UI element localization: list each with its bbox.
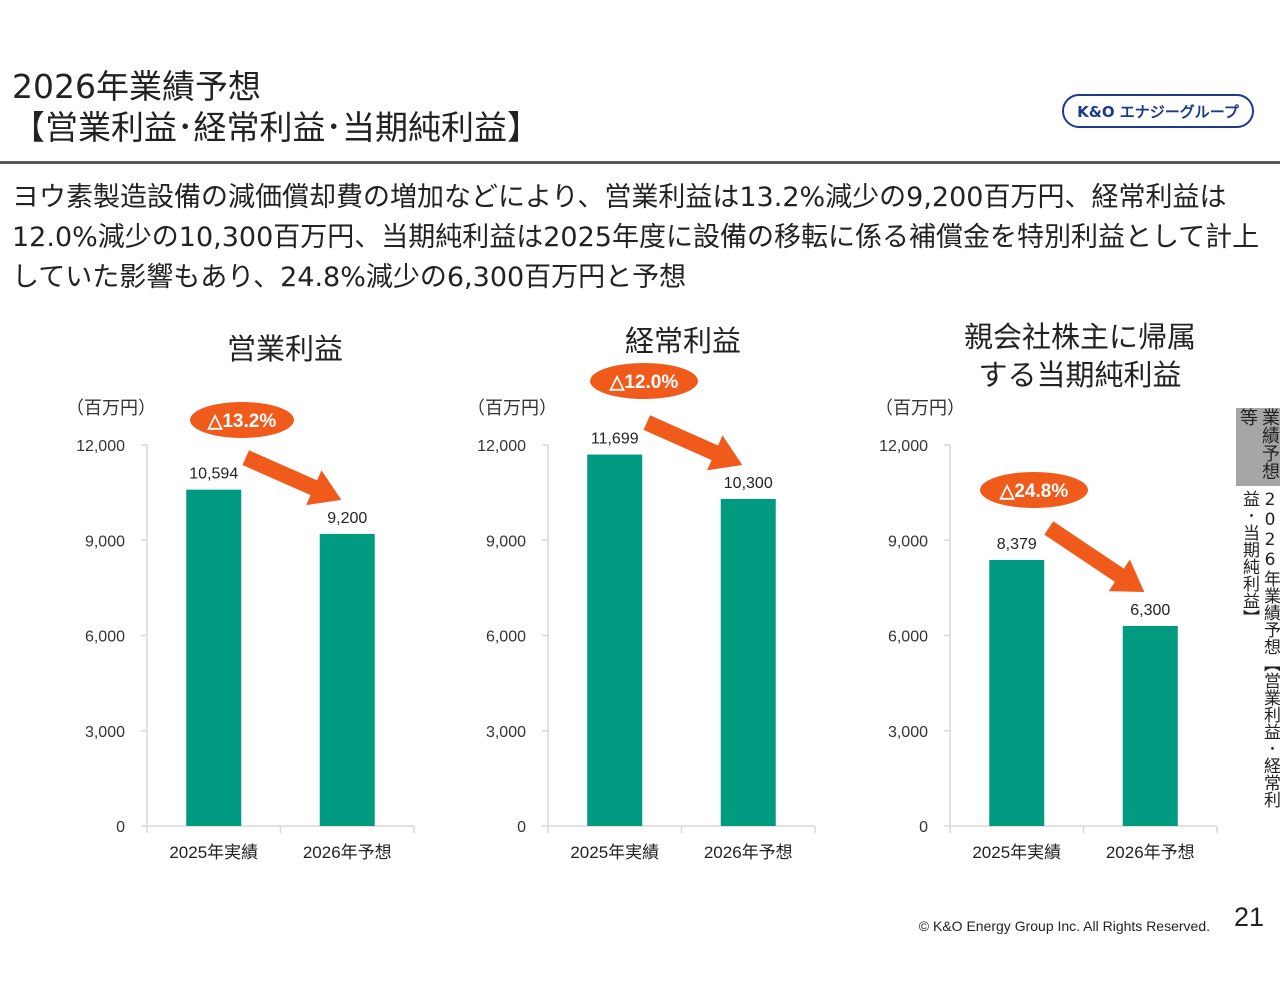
nav-step-label: グループ 概要 — [1006, 98, 1046, 153]
bar — [587, 454, 643, 826]
nav-step-results[interactable]: 決算 概要 — [850, 98, 918, 154]
change-arrow — [1044, 521, 1145, 592]
y-tick-label: 12,000 — [477, 438, 526, 455]
y-tick-label: 0 — [517, 819, 526, 836]
page-title-line-2: 【営業利益･経常利益･当期純利益】 — [12, 108, 540, 147]
x-tick-label: 2025年実績 — [972, 843, 1061, 862]
nav-step-label: サマリー — [788, 107, 834, 145]
y-tick-label: 12,000 — [76, 438, 125, 455]
bar-value-label: 10,594 — [189, 466, 238, 483]
change-badge-label: △13.2% — [207, 411, 277, 432]
x-tick-label: 2025年実績 — [570, 843, 659, 862]
bar-value-label: 10,300 — [724, 475, 773, 492]
nav-step-label: 決算 概要 — [870, 107, 901, 145]
y-tick-label: 6,000 — [85, 629, 125, 646]
change-badge-label: △12.0% — [609, 372, 679, 393]
side-tab-current-section[interactable]: 業績予想等 — [1236, 408, 1280, 486]
change-arrow — [242, 450, 342, 506]
y-axis-unit: （百万円） — [875, 398, 965, 418]
bar-value-label: 6,300 — [1130, 602, 1170, 619]
y-tick-label: 3,000 — [486, 724, 526, 741]
nav-step-forecast[interactable]: 業績 予想等 — [920, 98, 988, 154]
nav-step-summary[interactable]: サマリー — [780, 98, 848, 154]
page-number: 21 — [1234, 902, 1265, 932]
copyright: © K&O Energy Group Inc. All Rights Reser… — [918, 918, 1210, 934]
x-tick-label: 2025年実績 — [169, 843, 258, 862]
bar — [989, 559, 1045, 826]
change-arrow — [643, 415, 743, 471]
x-tick-label: 2026年予想 — [1106, 843, 1195, 862]
change-badge-label: △24.8% — [999, 481, 1069, 502]
page-title: 2026年業績予想 【営業利益･経常利益･当期純利益】 — [12, 66, 540, 148]
nav-step-label: 業績 予想等 — [940, 97, 971, 155]
bar — [319, 533, 375, 826]
bar-value-label: 8,379 — [997, 536, 1037, 553]
chart-title-ordinary-profit: 経常利益 — [624, 324, 741, 358]
y-axis-unit: （百万円） — [467, 398, 557, 418]
bar — [186, 489, 242, 826]
y-axis-unit: （百万円） — [66, 398, 156, 418]
y-tick-label: 6,000 — [888, 629, 928, 646]
nav-step-group[interactable]: グループ 概要 — [990, 98, 1058, 154]
y-tick-label: 3,000 — [888, 724, 928, 741]
change-badge — [590, 363, 698, 399]
chart-title-operating-profit: 営業利益 — [226, 332, 343, 366]
y-tick-label: 9,000 — [85, 533, 125, 550]
side-index: 業績予想等 2026年業績予想【営業利益･経常利益･当期純利益】 — [1236, 408, 1280, 828]
bar-value-label: 11,699 — [591, 431, 639, 448]
y-tick-label: 6,000 — [486, 629, 526, 646]
y-tick-label: 9,000 — [888, 533, 928, 550]
bar — [720, 498, 776, 826]
chart-title-net-profit: 親会社株主に帰属 する当期純利益 — [963, 320, 1196, 392]
bar-value-label: 9,200 — [327, 510, 367, 527]
y-tick-label: 3,000 — [85, 724, 125, 741]
page-title-line-1: 2026年業績予想 — [12, 67, 261, 106]
y-tick-label: 0 — [116, 819, 125, 836]
summary-text: ヨウ素製造設備の減価償却費の増加などにより、営業利益は13.2%減少の9,200… — [12, 182, 1260, 293]
x-tick-label: 2026年予想 — [704, 843, 793, 862]
change-badge — [190, 402, 294, 438]
header-divider — [0, 161, 1280, 164]
company-logo: K&O エナジーグループ — [1062, 94, 1254, 128]
change-badge — [980, 472, 1088, 508]
x-tick-label: 2026年予想 — [303, 843, 392, 862]
side-page-label: 2026年業績予想【営業利益･経常利益･当期純利益】 — [1239, 490, 1280, 808]
y-tick-label: 9,000 — [486, 533, 526, 550]
bar — [1122, 625, 1178, 826]
logo-text: K&O エナジーグループ — [1077, 102, 1239, 121]
y-tick-label: 12,000 — [879, 438, 928, 455]
y-tick-label: 0 — [919, 819, 928, 836]
